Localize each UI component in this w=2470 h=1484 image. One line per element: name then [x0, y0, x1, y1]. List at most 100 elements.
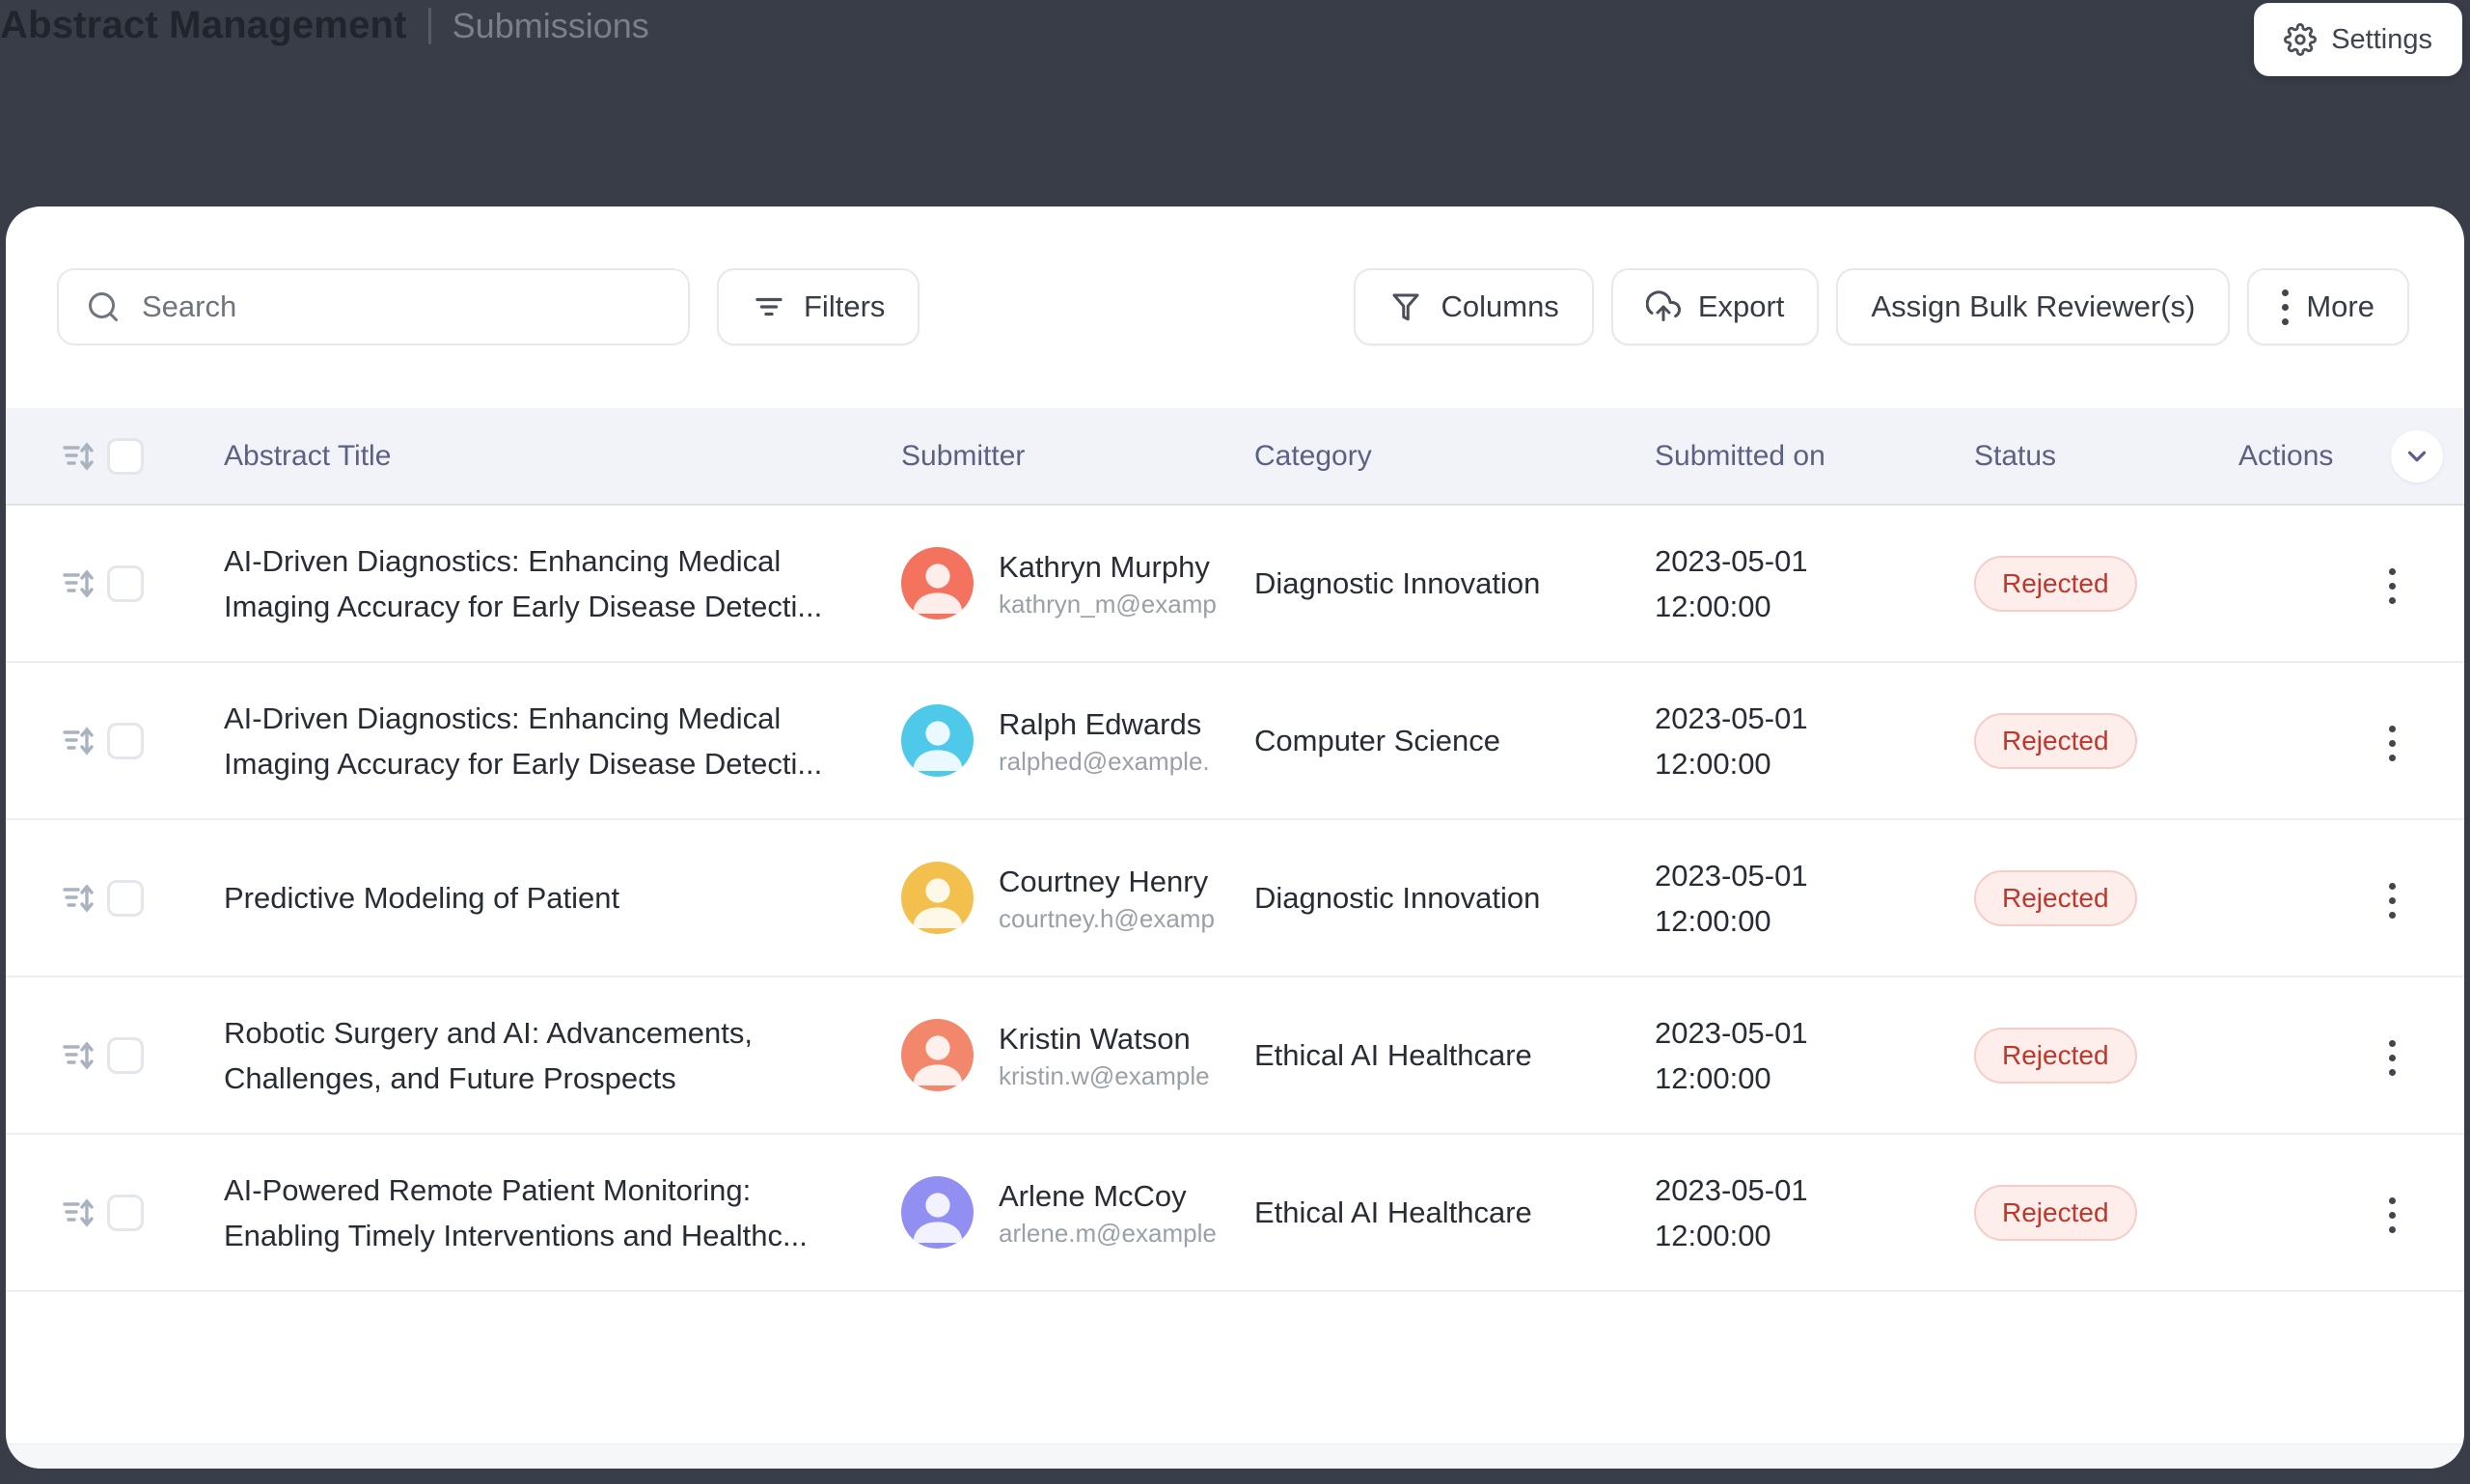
- submitter-email: courtney.h@examp: [999, 903, 1215, 933]
- export-label: Export: [1697, 289, 1785, 323]
- export-button[interactable]: Export: [1610, 268, 1820, 345]
- columns-button[interactable]: Columns: [1354, 268, 1594, 345]
- gear-icon: [2284, 23, 2318, 56]
- table-row: Robotic Surgery and AI: Advancements, Ch…: [6, 977, 2464, 1135]
- status-cell: Rejected: [1962, 1027, 2238, 1084]
- page-title: Abstract Management: [0, 4, 407, 46]
- table-toolbar: Filters Columns Export Assign Bulk Revie…: [6, 268, 2464, 345]
- toolbar-right-group: Columns Export Assign Bulk Reviewer(s) M…: [1354, 268, 2409, 345]
- submitter-cell: Kristin Watson kristin.w@example: [901, 1019, 1254, 1092]
- status-cell: Rejected: [1962, 869, 2238, 926]
- submitter-email: arlene.m@example: [999, 1218, 1217, 1248]
- table-row: AI-Powered Remote Patient Monitoring: En…: [6, 1135, 2464, 1292]
- submitted-time: 12:00:00: [1655, 1060, 1771, 1095]
- search-input[interactable]: [142, 289, 661, 324]
- column-header-submitted-on[interactable]: Submitted on: [1655, 439, 1825, 472]
- funnel-icon: [1392, 293, 1419, 321]
- submitted-on-cell: 2023-05-01 12:00:00: [1630, 538, 1962, 629]
- submitter-name: Arlene McCoy: [999, 1178, 1187, 1213]
- more-label: More: [2306, 289, 2374, 323]
- row-actions-button[interactable]: [2381, 712, 2403, 769]
- row-checkbox[interactable]: [107, 564, 144, 602]
- search-box[interactable]: [57, 268, 690, 345]
- reorder-arrows-icon[interactable]: [58, 720, 107, 762]
- column-header-category[interactable]: Category: [1254, 439, 1372, 472]
- column-header-status[interactable]: Status: [1974, 439, 2057, 472]
- row-checkbox[interactable]: [107, 1194, 144, 1231]
- avatar: [901, 862, 974, 934]
- submitted-time: 12:00:00: [1655, 589, 1771, 623]
- reorder-arrows-icon[interactable]: [58, 563, 107, 605]
- submitter-email: kathryn_m@examp: [999, 589, 1217, 618]
- abstract-title-cell: Robotic Surgery and AI: Advancements, Ch…: [224, 1015, 753, 1095]
- submitter-cell: Courtney Henry courtney.h@examp: [901, 862, 1254, 935]
- status-cell: Rejected: [1962, 555, 2238, 612]
- settings-button[interactable]: Settings: [2254, 3, 2462, 76]
- status-cell: Rejected: [1962, 712, 2238, 769]
- kebab-icon: [2389, 1197, 2396, 1233]
- filters-button[interactable]: Filters: [717, 268, 920, 345]
- submissions-card: Filters Columns Export Assign Bulk Revie…: [6, 206, 2464, 1469]
- submitter-cell: Arlene McCoy arlene.m@example: [901, 1176, 1254, 1250]
- status-badge: Rejected: [1974, 1027, 2137, 1084]
- abstract-title-cell: AI-Driven Diagnostics: Enhancing Medical…: [224, 543, 823, 623]
- abstract-title-cell: AI-Driven Diagnostics: Enhancing Medical…: [224, 701, 823, 781]
- settings-label: Settings: [2331, 23, 2432, 55]
- reorder-arrows-icon[interactable]: [58, 1192, 107, 1234]
- breadcrumb: Abstract Management Submissions: [0, 4, 649, 47]
- status-badge: Rejected: [1974, 869, 2137, 926]
- abstract-title-cell: Predictive Modeling of Patient: [224, 881, 620, 915]
- submitted-date: 2023-05-01: [1655, 701, 1808, 735]
- submitted-date: 2023-05-01: [1655, 1015, 1808, 1050]
- assign-bulk-reviewers-label: Assign Bulk Reviewer(s): [1871, 289, 2196, 323]
- kebab-icon: [2282, 289, 2290, 325]
- row-actions-button[interactable]: [2381, 1027, 2403, 1084]
- row-checkbox[interactable]: [107, 879, 144, 917]
- page-subtitle: Submissions: [452, 5, 649, 45]
- reorder-arrows-icon[interactable]: [58, 1034, 107, 1077]
- submitter-name: Kathryn Murphy: [999, 549, 1210, 584]
- status-cell: Rejected: [1962, 1184, 2238, 1241]
- row-actions-button[interactable]: [2381, 1184, 2403, 1241]
- kebab-icon: [2389, 883, 2396, 919]
- table-row: AI-Driven Diagnostics: Enhancing Medical…: [6, 506, 2464, 663]
- collapse-header-button[interactable]: [2391, 429, 2443, 482]
- select-all-checkbox[interactable]: [107, 437, 144, 475]
- avatar: [901, 704, 974, 777]
- submitter-cell: Ralph Edwards ralphed@example.: [901, 704, 1254, 778]
- row-actions-button[interactable]: [2381, 555, 2403, 612]
- table-header-row: Abstract Title Submitter Category Submit…: [6, 408, 2464, 506]
- submitted-date: 2023-05-01: [1655, 1172, 1808, 1207]
- status-badge: Rejected: [1974, 1184, 2137, 1241]
- category-cell: Ethical AI Healthcare: [1254, 1037, 1532, 1072]
- row-checkbox[interactable]: [107, 722, 144, 759]
- reorder-arrows-icon[interactable]: [58, 435, 107, 478]
- avatar: [901, 1176, 974, 1249]
- column-header-submitter[interactable]: Submitter: [901, 439, 1026, 472]
- submitter-name: Kristin Watson: [999, 1021, 1191, 1056]
- submitted-date: 2023-05-01: [1655, 543, 1808, 578]
- status-badge: Rejected: [1974, 555, 2137, 612]
- table-row: Predictive Modeling of Patient Courtney …: [6, 820, 2464, 977]
- category-cell: Diagnostic Innovation: [1254, 565, 1541, 600]
- submitted-time: 12:00:00: [1655, 746, 1771, 781]
- reorder-arrows-icon[interactable]: [58, 877, 107, 920]
- chevron-down-icon: [2407, 451, 2427, 461]
- category-cell: Computer Science: [1254, 723, 1501, 757]
- columns-label: Columns: [1441, 289, 1559, 323]
- status-badge: Rejected: [1974, 712, 2137, 769]
- submitter-email: kristin.w@example: [999, 1060, 1210, 1090]
- table-row: AI-Driven Diagnostics: Enhancing Medical…: [6, 663, 2464, 820]
- filters-label: Filters: [804, 289, 886, 323]
- more-button[interactable]: More: [2247, 268, 2409, 345]
- row-actions-button[interactable]: [2381, 869, 2403, 926]
- submitter-cell: Kathryn Murphy kathryn_m@examp: [901, 547, 1254, 620]
- card-footer-scroll-track[interactable]: [6, 1443, 2464, 1469]
- column-header-abstract-title[interactable]: Abstract Title: [224, 439, 392, 472]
- submitted-on-cell: 2023-05-01 12:00:00: [1630, 1168, 1962, 1258]
- row-checkbox[interactable]: [107, 1036, 144, 1074]
- assign-bulk-reviewers-button[interactable]: Assign Bulk Reviewer(s): [1836, 268, 2231, 345]
- submitted-on-cell: 2023-05-01 12:00:00: [1630, 853, 1962, 944]
- kebab-icon: [2389, 1040, 2396, 1076]
- upload-cloud-icon: [1645, 290, 1681, 321]
